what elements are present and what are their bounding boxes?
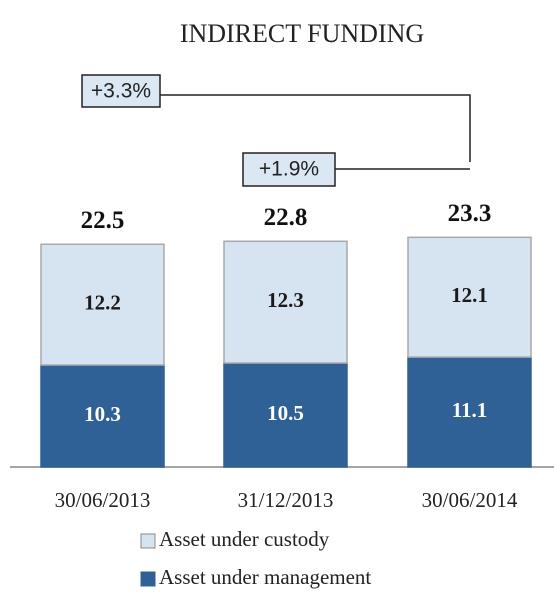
value-label: 12.3	[267, 288, 304, 312]
bar-segment	[223, 362, 348, 468]
annotation: +1.9%	[259, 158, 319, 181]
annotation-box	[81, 74, 161, 108]
legend-label: Asset under management	[159, 565, 371, 589]
legend-swatch	[140, 533, 156, 549]
value-label: 12.1	[451, 283, 488, 307]
x-tick-label: 30/06/2013	[55, 488, 151, 512]
annotation: +3.3%	[91, 80, 151, 103]
bar-segment	[40, 243, 165, 366]
total-label: 22.8	[264, 204, 308, 231]
legend-label: Asset under custody	[159, 527, 330, 551]
value-label: 12.2	[84, 290, 121, 314]
chart-title: INDIRECT FUNDING	[180, 19, 424, 48]
legend-swatch	[140, 571, 156, 587]
connector	[160, 94, 471, 162]
x-tick-label: 30/06/2014	[422, 488, 518, 512]
bar-segment	[223, 240, 348, 364]
total-label: 23.3	[448, 200, 492, 227]
value-label: 11.1	[452, 398, 488, 422]
x-tick-label: 31/12/2013	[238, 488, 334, 512]
annotation-box	[242, 152, 336, 187]
value-label: 10.3	[84, 402, 121, 426]
bar-segment	[40, 364, 165, 468]
bar-segment	[407, 356, 532, 468]
bar-segment	[407, 236, 532, 358]
total-label: 22.5	[81, 207, 125, 234]
value-label: 10.5	[267, 401, 304, 425]
